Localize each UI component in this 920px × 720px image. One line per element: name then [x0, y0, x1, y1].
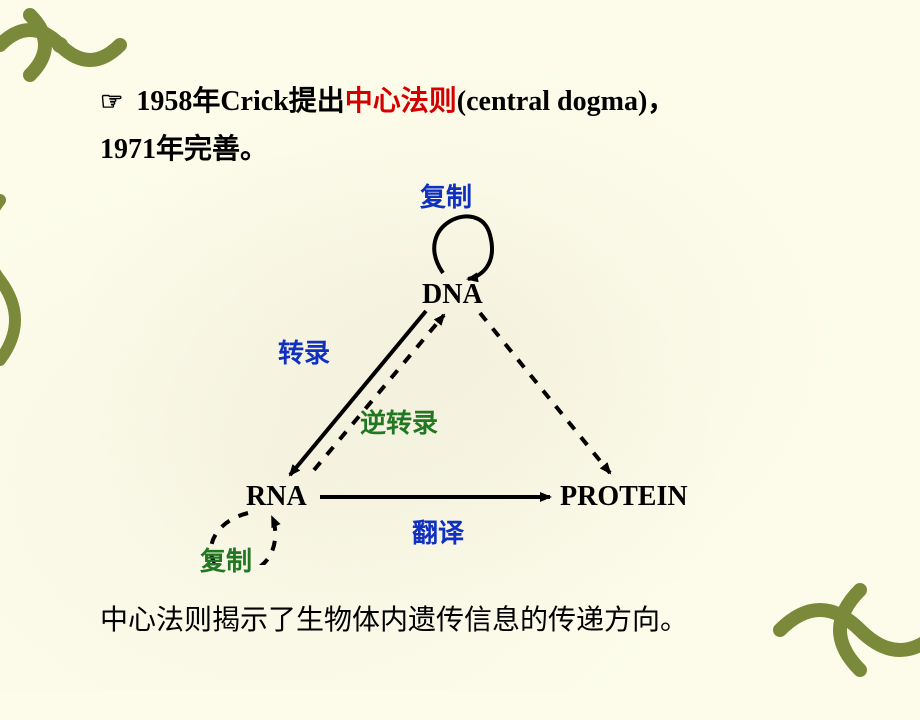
- label-translation: 翻译: [412, 513, 464, 550]
- label-reverse: 逆转录: [360, 403, 438, 440]
- title-prefix: 1958年Crick提出: [136, 86, 344, 117]
- title-suffix: ，: [647, 86, 675, 117]
- label-replication-rna: 复制: [200, 541, 252, 578]
- label-transcription: 转录: [278, 333, 330, 370]
- pointer-icon: ☞: [100, 87, 123, 116]
- ornament-bottom-right: [760, 540, 920, 720]
- diagram-svg: DNA RNA PROTEIN: [180, 165, 740, 565]
- title-line-1: ☞ 1958年Crick提出中心法则(central dogma)，: [100, 78, 880, 126]
- title-highlight: 中心法则: [345, 86, 457, 117]
- node-protein: PROTEIN: [560, 481, 688, 512]
- title-paren: (central dogma): [457, 86, 648, 117]
- node-dna: DNA: [422, 279, 483, 310]
- node-rna: RNA: [246, 481, 307, 512]
- summary-text: 中心法则揭示了生物体内遗传信息的传递方向。: [100, 598, 688, 638]
- label-replication-dna: 复制: [420, 177, 472, 214]
- title-block: ☞ 1958年Crick提出中心法则(central dogma)， 1971年…: [100, 78, 880, 173]
- central-dogma-diagram: DNA RNA PROTEIN 复制 转录 逆转录 翻译 复制: [180, 165, 740, 565]
- ornament-left-mid: [0, 180, 70, 380]
